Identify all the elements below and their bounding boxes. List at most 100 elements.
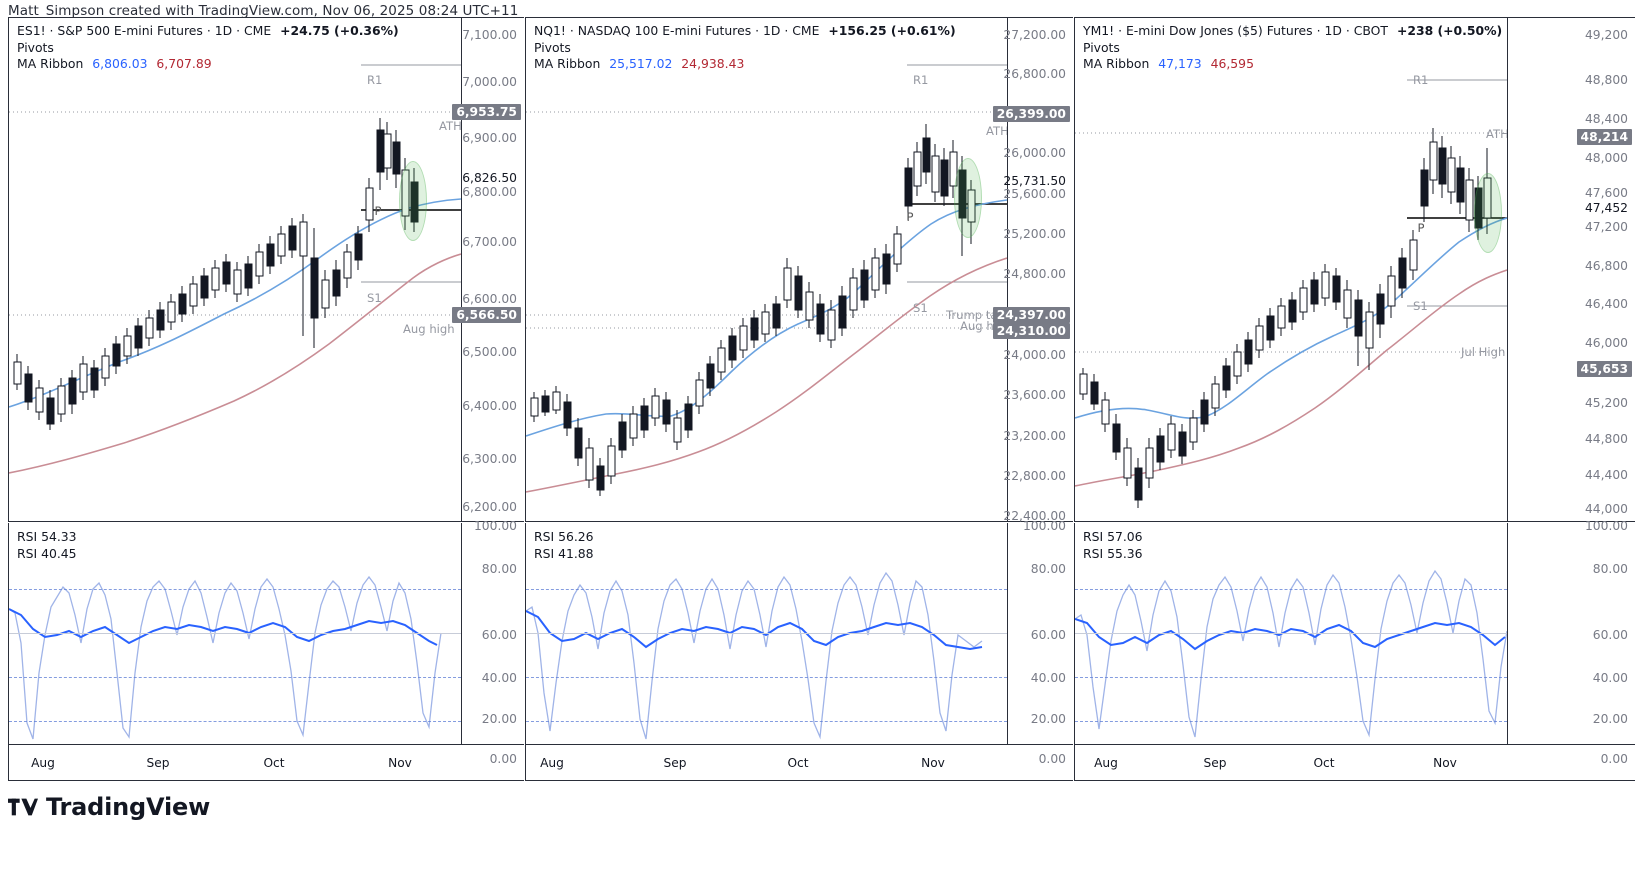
tradingview-footer: TradingView <box>8 795 210 819</box>
time-axis-nq1[interactable]: Aug Sep Oct Nov <box>525 745 1073 781</box>
study-label-maribbon-es1[interactable]: MA Ribbon <box>17 56 84 71</box>
annotation-aughigh-es1: Aug high <box>403 322 455 336</box>
chart-column-es1: R1 ATH P S1 Aug high ES1! · S&P 500 E-mi… <box>8 17 524 782</box>
rsi-tick: 40.00 <box>481 671 517 685</box>
rsi-label-ym1[interactable]: RSI <box>1083 529 1104 544</box>
rsi-value-1-nq1: 56.26 <box>558 529 594 544</box>
legend-interval-ym1[interactable]: 1D <box>1324 23 1342 38</box>
rsi-pane-nq1[interactable]: RSI 56.26 RSI 41.88 100.00 80.00 60.00 4… <box>525 519 1073 766</box>
price-tick: 46,400 <box>1584 297 1628 311</box>
chart-column-ym1: R1 ATH P S1 Jul High YM1! · E-mini Dow J… <box>1074 17 1635 782</box>
annotation-r1-nq1: R1 <box>913 73 929 87</box>
price-tick: 6,800.00 <box>462 185 517 199</box>
time-label: Oct <box>1313 756 1335 770</box>
legend-ym1: YM1! · E-mini Dow Jones ($5) Futures · 1… <box>1083 23 1502 73</box>
time-label: Aug <box>31 756 55 770</box>
legend-title-row-nq1: NQ1! · NASDAQ 100 E-mini Futures · 1D · … <box>534 23 956 38</box>
price-tick: 48,800 <box>1584 73 1628 87</box>
price-axis-nq1[interactable]: 27,200.00 26,800.00 26,399.00 26,000.00 … <box>992 18 1073 523</box>
price-tick: 44,400 <box>1584 468 1628 482</box>
legend-study-maribbon-ym1: MA Ribbon 47,173 46,595 <box>1083 56 1502 73</box>
legend-title-row-es1: ES1! · S&P 500 E-mini Futures · 1D · CME… <box>17 23 399 38</box>
time-label: Nov <box>388 756 412 770</box>
legend-interval-nq1[interactable]: 1D <box>763 23 781 38</box>
study-label-pivots-nq1[interactable]: Pivots <box>534 39 571 55</box>
legend-name-es1: S&P 500 E-mini Futures <box>57 23 203 38</box>
rsi-pane-ym1[interactable]: RSI 57.06 RSI 55.36 100.00 80.00 60.00 4… <box>1074 519 1635 766</box>
study-value-ma-slow-nq1: 24,938.43 <box>681 56 745 71</box>
price-tick: 46,800 <box>1584 259 1628 273</box>
rsi-tick: 80.00 <box>481 562 517 576</box>
rsi-row-1-es1: RSI 54.33 <box>17 528 77 545</box>
rsi-legend-ym1: RSI 57.06 RSI 55.36 <box>1083 528 1143 562</box>
study-value-ma-fast-ym1: 47,173 <box>1158 56 1202 71</box>
rsi-axis-es1[interactable]: 100.00 80.00 60.00 40.00 20.00 0.00 <box>461 519 524 766</box>
time-axis-es1[interactable]: Aug Sep Oct Nov <box>8 745 524 781</box>
rsi-tick: 20.00 <box>1592 712 1628 726</box>
legend-symbol-es1[interactable]: ES1! <box>17 23 46 38</box>
legend-change-ym1: +238 (+0.50%) <box>1396 23 1503 38</box>
study-value-ma-fast-nq1: 25,517.02 <box>609 56 673 71</box>
rsi-label-nq1[interactable]: RSI <box>534 529 555 544</box>
rsi-label2-ym1[interactable]: RSI <box>1083 546 1104 561</box>
legend-symbol-nq1[interactable]: NQ1! <box>534 23 566 38</box>
rsi-plot-ym1[interactable] <box>1075 523 1507 744</box>
price-pane-es1[interactable]: R1 ATH P S1 Aug high ES1! · S&P 500 E-mi… <box>8 17 524 522</box>
price-tick: 27,200.00 <box>1003 28 1066 42</box>
price-tick-ath-badge: 6,953.75 <box>452 104 521 120</box>
price-tick: 6,400.00 <box>462 399 517 413</box>
time-label: Sep <box>1203 756 1227 770</box>
price-plot-nq1[interactable]: R1 ATH P S1 Trump tariffs Aug high <box>526 18 1007 521</box>
rsi-lower-line <box>526 721 1007 722</box>
price-tick: 7,000.00 <box>462 75 517 89</box>
price-tick: 6,500.00 <box>462 345 517 359</box>
legend-interval-es1[interactable]: 1D <box>214 23 233 38</box>
price-plot-ym1[interactable]: R1 ATH P S1 Jul High <box>1075 18 1507 521</box>
rsi-plot-nq1[interactable] <box>526 523 1007 744</box>
price-pane-ym1[interactable]: R1 ATH P S1 Jul High YM1! · E-mini Dow J… <box>1074 17 1635 522</box>
price-candles-ym1 <box>1075 79 1507 508</box>
rsi-axis-nq1[interactable]: 100.00 80.00 60.00 40.00 20.00 0.00 <box>1007 519 1073 766</box>
annotation-s1-nq1: S1 <box>913 301 928 315</box>
legend-study-pivots-nq1: Pivots <box>534 40 956 57</box>
annotation-ath-ym1: ATH <box>1486 127 1507 141</box>
rsi-tick: 80.00 <box>1592 562 1628 576</box>
highlight-ellipse-ym1 <box>1474 173 1502 253</box>
price-candles-es1 <box>9 64 461 474</box>
rsi-oversold-line <box>526 677 1007 678</box>
rsi-axis-ym1[interactable]: 100.00 80.00 60.00 40.00 20.00 0.00 <box>1507 519 1635 766</box>
credit-line: Matt_Simpson created with TradingView.co… <box>8 3 519 19</box>
rsi-tick: 40.00 <box>1592 671 1628 685</box>
study-label-maribbon-ym1[interactable]: MA Ribbon <box>1083 56 1150 71</box>
rsi-label2-es1[interactable]: RSI <box>17 546 38 561</box>
price-pane-nq1[interactable]: R1 ATH P S1 Trump tariffs Aug high NQ1! … <box>525 17 1073 523</box>
price-tick: 6,700.00 <box>462 235 517 249</box>
annotation-julhigh-ym1: Jul High <box>1461 345 1506 359</box>
rsi-label2-nq1[interactable]: RSI <box>534 546 555 561</box>
study-label-pivots-ym1[interactable]: Pivots <box>1083 39 1120 55</box>
rsi-lines-nq1 <box>526 571 983 740</box>
price-tick: 48,000 <box>1584 151 1628 165</box>
legend-symbol-ym1[interactable]: YM1! <box>1083 23 1115 38</box>
rsi-label-es1[interactable]: RSI <box>17 529 38 544</box>
price-tick: 6,200.00 <box>462 500 517 514</box>
study-label-maribbon-nq1[interactable]: MA Ribbon <box>534 56 601 71</box>
rsi-tick: 0.00 <box>1038 752 1066 766</box>
rsi-pane-es1[interactable]: RSI 54.33 RSI 40.45 100.00 80.00 60.00 4… <box>8 519 524 766</box>
annotation-r1-es1: R1 <box>367 73 383 87</box>
study-label-pivots-es1[interactable]: Pivots <box>17 39 54 55</box>
rsi-legend-es1: RSI 54.33 RSI 40.45 <box>17 528 77 562</box>
price-axis-es1[interactable]: 7,100.00 7,000.00 6,953.75 6,900.00 6,82… <box>452 18 524 521</box>
price-tick: 23,600.00 <box>1003 388 1066 402</box>
time-axis-ym1[interactable]: Aug Sep Oct Nov <box>1074 745 1635 781</box>
rsi-oversold-line <box>9 677 461 678</box>
price-tick: 45,200 <box>1584 396 1628 410</box>
price-axis-ym1[interactable]: 49,200 48,800 48,400 48,214 48,000 47,60… <box>1507 18 1635 521</box>
highlight-ellipse-nq1 <box>954 158 982 238</box>
rsi-midline <box>9 633 461 634</box>
price-plot-es1[interactable]: R1 ATH P S1 Aug high <box>9 18 461 521</box>
chart-column-nq1: R1 ATH P S1 Trump tariffs Aug high NQ1! … <box>525 17 1073 782</box>
rsi-plot-es1[interactable] <box>9 523 461 744</box>
time-label: Sep <box>146 756 170 770</box>
